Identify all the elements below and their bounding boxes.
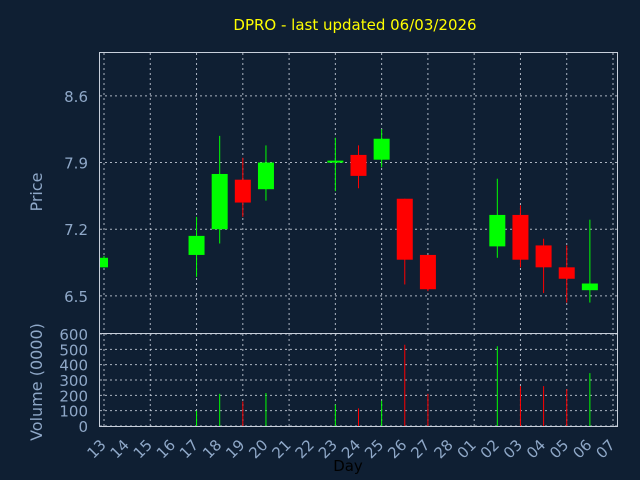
candle-body [581, 283, 598, 291]
volume-tick-label: 500 [59, 341, 88, 359]
volume-bars [196, 344, 591, 426]
volume-tick-label: 300 [59, 372, 88, 390]
candle-body [419, 254, 436, 290]
candles [100, 129, 598, 303]
price-tick-label: 6.5 [64, 288, 88, 306]
candle-body [211, 173, 228, 230]
candle-body [558, 267, 575, 279]
x-axis-label: Day [333, 457, 363, 475]
price-panel-frame [99, 52, 618, 334]
candle-body [188, 235, 205, 255]
chart-title: DPRO - last updated 06/03/2026 [233, 16, 476, 34]
x-tick-labels: 1314151617181920212223242526272801020304… [83, 436, 618, 462]
price-tick-labels: 6.5 7.2 7.9 8.6 [64, 88, 88, 306]
price-tick-label: 7.2 [64, 221, 88, 239]
candle-body [257, 162, 274, 190]
candle-body [234, 179, 251, 203]
volume-panel-frame [99, 333, 618, 427]
price-tick-label: 7.9 [64, 155, 88, 173]
price-grid [100, 53, 617, 334]
volume-tick-label: 600 [59, 326, 88, 344]
candle-body [373, 138, 390, 160]
volume-tick-label: 200 [59, 387, 88, 405]
price-tick-label: 8.6 [64, 88, 88, 106]
candle-body [489, 214, 506, 247]
volume-tick-label: 100 [59, 403, 88, 421]
price-axis-label: Price [27, 172, 46, 211]
volume-tick-label: 0 [78, 418, 88, 436]
candle-body [396, 198, 413, 260]
volume-axis-label: Volume (0000) [27, 323, 46, 441]
candle-body [512, 214, 529, 260]
candle-body [350, 154, 367, 176]
candle-body [535, 245, 552, 268]
candle-body [327, 160, 344, 163]
volume-tick-label: 400 [59, 357, 88, 375]
candle-body [100, 257, 108, 268]
x-tick-label: 07 [592, 436, 618, 462]
